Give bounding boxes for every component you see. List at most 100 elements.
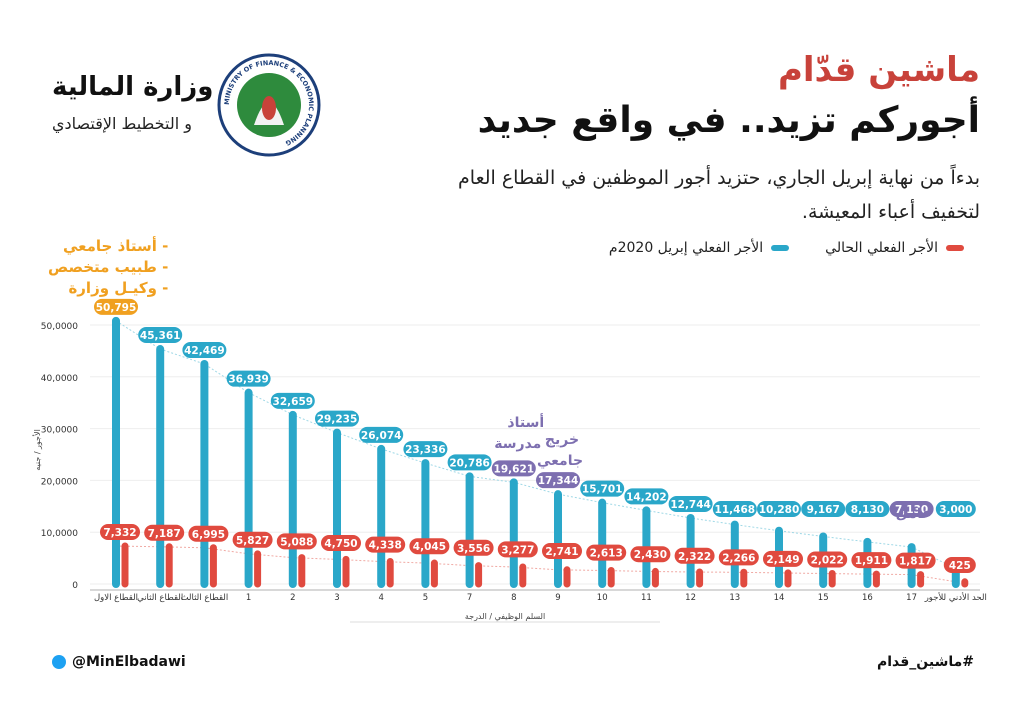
chart-legend: الأجر الفعلي الحالي الأجر الفعلي إبريل 2… (609, 240, 964, 256)
headline-red: ماشين قدّام (777, 50, 980, 90)
x-tick-label: 9 (555, 593, 560, 603)
x-tick-label: 2 (290, 593, 295, 603)
red-value-label-bg (232, 531, 273, 548)
blue-value-label: 42,469 (184, 345, 225, 357)
red-value-label: 425 (949, 560, 971, 572)
red-value-label: 6,995 (192, 529, 225, 541)
blue-value-label-bg (889, 501, 934, 517)
x-tick-label: 13 (729, 593, 740, 603)
legend-item-blue: الأجر الفعلي إبريل 2020م (609, 240, 790, 256)
red-value-label-bg (144, 524, 185, 541)
twitter-handle[interactable]: @MinElbadawi (52, 654, 186, 670)
legend-item-red: الأجر الفعلي الحالي (825, 240, 964, 256)
blue-value-label: 23,336 (405, 444, 446, 456)
blue-value-label-bg (757, 501, 801, 517)
blue-value-label-bg (270, 392, 315, 409)
top-note-line-3: - وكيـل وزارة (68, 279, 169, 297)
top-note-line-1: - أستاذ جامعي (63, 237, 169, 255)
red-value-label: 4,045 (413, 541, 446, 553)
red-value-label-bg (895, 552, 936, 569)
annotation-worker: عامل (896, 506, 932, 522)
ministry-logo: MINISTRY OF FINANCE & ECONOMIC PLANNING (217, 53, 321, 157)
x-tick-label: 5 (423, 593, 428, 603)
blue-value-label: 36,939 (228, 374, 269, 386)
y-tick-label: 10,0000 (41, 529, 78, 539)
red-value-label: 1,817 (899, 556, 932, 568)
red-value-label-bg (188, 525, 229, 542)
red-value-label: 3,556 (457, 543, 490, 555)
twitter-handle-text: @MinElbadawi (72, 654, 186, 670)
x-tick-label: 3 (334, 593, 339, 603)
blue-value-label: 45,361 (140, 330, 181, 342)
blue-value-label: 9,167 (807, 504, 840, 516)
red-value-label: 4,338 (369, 540, 402, 552)
red-value-label: 1,911 (855, 555, 888, 567)
blue-value-label: 14,202 (626, 491, 667, 503)
blue-value-label-bg (226, 370, 271, 387)
y-axis-label: الأجور / جنيه (32, 429, 42, 471)
top-wage-note: - أستاذ جامعي - طبيب متخصص - وكيـل وزارة (48, 236, 168, 299)
x-tick-label: 16 (862, 593, 873, 603)
annotation-graduate-2: جامعي (537, 453, 583, 469)
y-tick-label: 20,0000 (41, 477, 78, 487)
x-tick-label: 1 (246, 593, 251, 603)
blue-value-label-bg (403, 441, 448, 458)
blue-value-label: 3,000 (939, 504, 972, 516)
blue-value-label-bg (447, 454, 492, 471)
red-value-label: 2,022 (811, 555, 844, 567)
x-tick-label: القطاع الثاني (137, 593, 183, 603)
red-value-label-bg (100, 524, 140, 541)
twitter-icon (52, 655, 66, 669)
subtitle-line-2: لتخفيف أعباء المعيشة. (801, 201, 980, 223)
x-tick-label: 4 (378, 593, 383, 603)
red-value-label-bg (497, 541, 538, 558)
annotation-teacher-1: أستاذ (507, 413, 544, 431)
top-note-line-2: - طبيب متخصص (48, 258, 169, 276)
red-value-label: 2,322 (678, 551, 711, 563)
x-tick-label: 17 (906, 593, 917, 603)
x-tick-label: 10 (597, 593, 608, 603)
blue-value-label: 20,786 (449, 457, 490, 469)
red-value-label: 2,149 (766, 554, 799, 566)
red-value-label-bg (718, 549, 759, 566)
red-value-label-bg (674, 547, 715, 564)
red-value-label-bg (321, 535, 361, 551)
x-tick-label: 15 (818, 593, 829, 603)
headline-main: أجوركم تزيد.. في واقع جديد (477, 100, 980, 141)
red-value-label-bg (943, 557, 976, 573)
y-tick-label: 30,0000 (41, 426, 78, 436)
red-value-label: 5,088 (280, 536, 313, 548)
red-value-label-bg (630, 546, 671, 563)
blue-value-label: 19,621 (494, 463, 535, 475)
red-value-label-bg (365, 536, 406, 553)
blue-value-label: 7,130 (895, 504, 928, 516)
blue-value-label: 10,280 (759, 504, 800, 516)
blue-value-label-bg (315, 410, 359, 427)
ministry-name: وزارة المالية (52, 72, 214, 102)
blue-value-label: 8,130 (851, 504, 884, 516)
annotation-teacher-2: مدرسة (494, 436, 541, 452)
annotation-graduate-1: خريج (545, 432, 579, 448)
x-tick-label: القطاع الثالث (181, 593, 229, 603)
blue-value-label: 29,235 (317, 414, 358, 426)
red-value-label-bg (276, 533, 317, 550)
blue-value-label: 26,074 (361, 430, 402, 442)
red-value-label: 7,332 (103, 527, 136, 539)
red-value-label-bg (409, 538, 450, 555)
red-value-label-bg (807, 551, 848, 568)
red-value-label-bg (586, 544, 627, 561)
red-value-label: 3,277 (501, 544, 534, 556)
legend-label-red: الأجر الفعلي الحالي (825, 240, 938, 256)
y-tick-label: 0 (72, 581, 78, 591)
blue-value-label-bg (801, 501, 846, 517)
hashtag[interactable]: #ماشين_قدام (876, 654, 974, 670)
blue-value-label-bg (712, 501, 757, 517)
blue-value-label-bg (668, 495, 713, 512)
blue-value-label-bg (580, 480, 625, 497)
red-value-label: 2,430 (634, 549, 667, 561)
red-value-label: 4,750 (324, 538, 357, 550)
red-value-label: 2,741 (545, 546, 578, 558)
blue-value-label-bg (536, 472, 580, 489)
red-value-label-bg (851, 552, 892, 569)
